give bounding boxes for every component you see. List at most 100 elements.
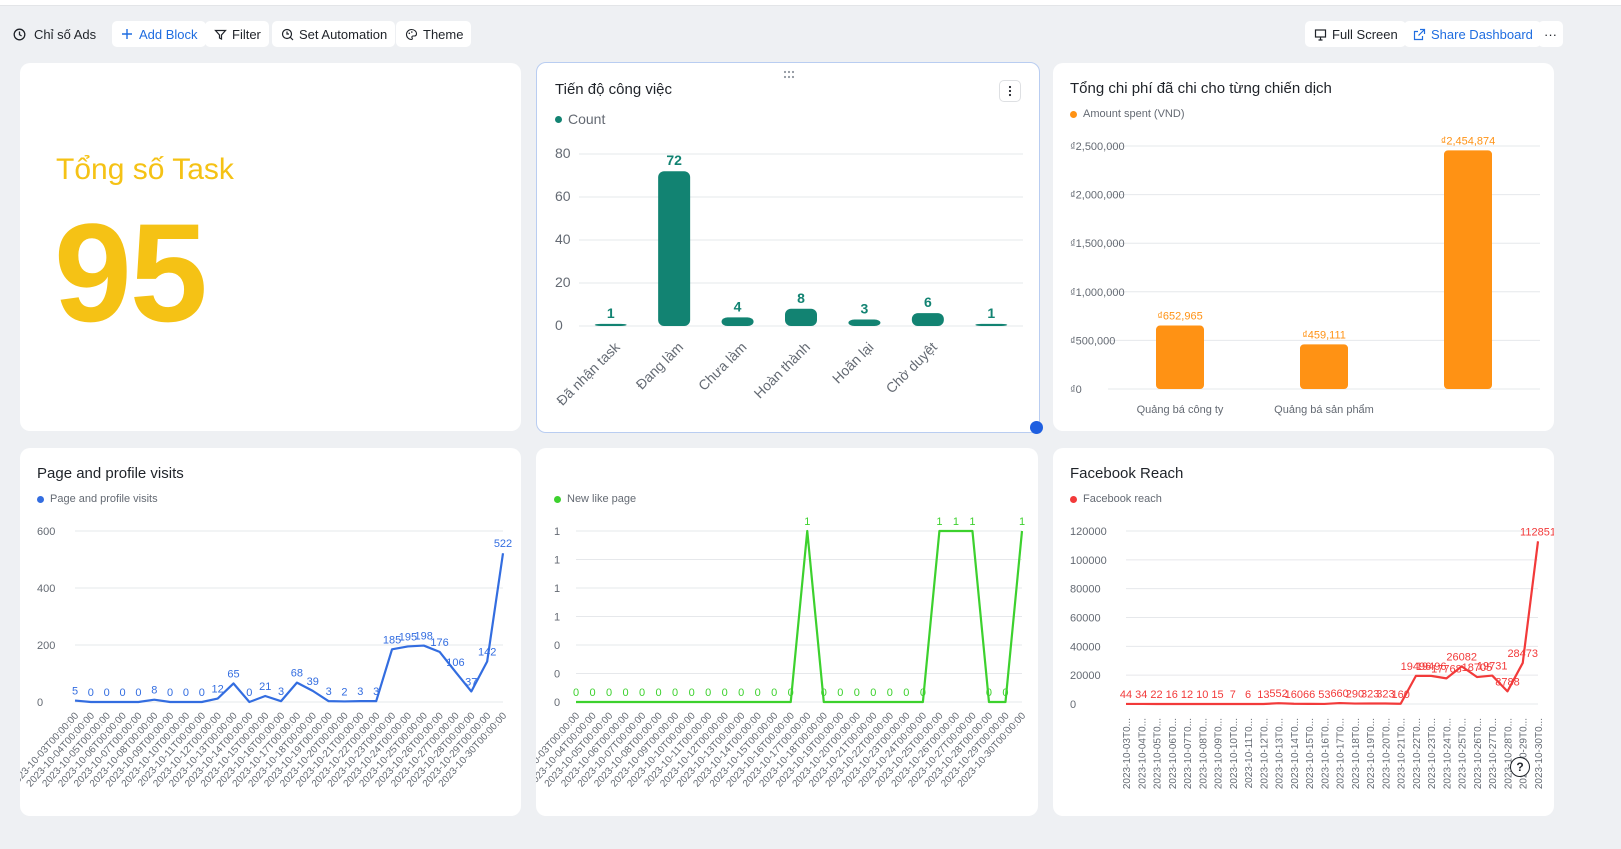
x-tick-label: Quảng bá công ty (1137, 404, 1224, 416)
bar (594, 323, 627, 326)
top-strip (0, 0, 1621, 6)
chart-svg-progress: 0 20 40 60 80 1 Đã nhận task 72 Đang làm 4 Chưa là… (553, 145, 1023, 408)
chart-title: Facebook Reach (1070, 465, 1184, 482)
y-tick-label: 0 (554, 640, 560, 652)
x-tick-label: 2023-10-10T0... (1229, 718, 1240, 789)
chart-svg-visits: 020040060052023-10-03T00:00:0002023-10-0… (20, 526, 512, 789)
data-label: 68 (291, 668, 303, 680)
more-options-button[interactable]: ··· (1538, 21, 1563, 47)
dashboard-title[interactable]: Chỉ số Ads (12, 22, 96, 46)
x-tick-label: 2023-10-28T0... (1503, 718, 1514, 789)
set-automation-label: Set Automation (299, 26, 388, 42)
data-label: 160 (1285, 689, 1303, 701)
data-label: 3 (326, 686, 332, 698)
filter-button[interactable]: Filter (205, 21, 269, 47)
data-label: 0 (986, 687, 992, 699)
x-tick-label: 2023-10-12T0... (1259, 718, 1270, 789)
legend-label: New like page (567, 493, 637, 505)
chart-card-reach[interactable]: Facebook Reach Facebook reach 0 20000 4000… (1053, 448, 1554, 816)
data-label: 0 (887, 687, 893, 699)
more-options-label: ··· (1544, 26, 1557, 42)
data-label: 1 (804, 516, 810, 528)
data-label: 0 (183, 687, 189, 699)
data-label: 0 (821, 687, 827, 699)
data-label: 37 (465, 676, 477, 688)
chart-legend: Facebook reach (1070, 493, 1162, 505)
data-label: 0 (903, 687, 909, 699)
y-tick-label: ₫1,500,000 (1070, 238, 1125, 250)
data-label: 6 (924, 294, 932, 310)
data-label: 7 (1230, 689, 1236, 701)
chart-card-likes[interactable]: New like page 0 0 0 1 1 1 1 0 2023-10-03T00:00:0… (536, 448, 1038, 816)
bar (1300, 344, 1348, 389)
add-block-button[interactable]: Add Block (112, 21, 206, 47)
chart-card-spend[interactable]: Tổng chi phí đã chi cho từng chiến dịch … (1053, 63, 1554, 431)
y-tick-label: 0 (554, 697, 560, 709)
y-tick-label: 1 (554, 612, 560, 624)
data-label: 0 (199, 687, 205, 699)
series-line (74, 553, 505, 704)
data-label: 1 (953, 516, 959, 528)
clock-icon (12, 27, 26, 41)
data-label: 3 (357, 686, 363, 698)
chart-title: Page and profile visits (37, 465, 184, 482)
x-tick-label: 2023-10-23T0... (1427, 718, 1438, 789)
data-label: 112851 (1520, 526, 1554, 538)
data-label: 1 (969, 516, 975, 528)
kpi-card-total-tasks[interactable]: Tổng số Task 95 (20, 63, 521, 431)
y-tick-label: 120000 (1070, 526, 1107, 538)
data-label: 0 (722, 687, 728, 699)
data-label: 0 (589, 687, 595, 699)
legend-label: Count (568, 111, 606, 127)
legend-dot (1070, 110, 1077, 118)
chart-card-progress[interactable]: Tiến độ công việc Count 0 20 40 60 80 1 Đã nhậ… (536, 62, 1040, 433)
data-label: 19496 (1416, 661, 1447, 673)
data-label: ₫652,965 (1157, 311, 1202, 323)
share-dashboard-button[interactable]: Share Dashboard (1404, 21, 1541, 47)
y-tick-label: 0 (1070, 699, 1076, 711)
x-tick-label: 2023-10-21T0... (1397, 718, 1408, 789)
more-vertical-icon[interactable] (999, 80, 1021, 102)
data-label: 16 (1166, 689, 1178, 701)
legend-dot (554, 495, 561, 503)
share-icon (1412, 27, 1426, 41)
y-tick-label: 0 (37, 697, 43, 709)
legend-label: Facebook reach (1083, 493, 1162, 505)
data-label: 0 (573, 687, 579, 699)
x-tick-label: Chờ duyệt (883, 339, 941, 397)
help-icon[interactable]: ? (1510, 757, 1530, 777)
data-label: 8 (151, 685, 157, 697)
set-automation-button[interactable]: Set Automation (272, 21, 396, 47)
y-tick-label: 60000 (1070, 613, 1101, 625)
data-label: 198 (415, 631, 433, 643)
y-tick-label: ₫500,000 (1070, 335, 1115, 347)
y-tick-label: 80 (555, 145, 571, 161)
y-tick-label: 0 (554, 669, 560, 681)
data-label: 0 (705, 687, 711, 699)
data-label: 160 (1391, 689, 1409, 701)
series-line (576, 529, 1024, 704)
theme-button[interactable]: Theme (396, 21, 472, 47)
chart-svg-reach: 0 20000 40000 60000 80000 100000 120000 44 2023-… (1070, 526, 1554, 789)
resize-handle-icon[interactable] (1030, 421, 1043, 434)
drag-handle-icon[interactable] (781, 67, 797, 79)
data-label: 8788 (1495, 676, 1519, 688)
data-label: 1 (1019, 516, 1025, 528)
chart-card-visits[interactable]: Page and profile visits Page and profile… (20, 448, 521, 816)
data-label: 176 (430, 637, 448, 649)
full-screen-button[interactable]: Full Screen (1305, 21, 1406, 47)
x-tick-label: Hoãn lại (829, 339, 877, 387)
x-tick-label: 2023-10-14T0... (1290, 718, 1301, 789)
legend-dot (37, 495, 44, 503)
data-label: 72 (666, 152, 682, 168)
data-label: 26082 (1446, 651, 1477, 663)
legend-label: Amount spent (VND) (1083, 108, 1185, 120)
data-label: ₫2,454,874 (1441, 135, 1496, 147)
palette-icon (404, 27, 418, 41)
data-label: 0 (606, 687, 612, 699)
legend-dot (1070, 495, 1077, 503)
x-tick-label: 2023-10-17T0... (1336, 718, 1347, 789)
x-tick-label: 2023-10-18T0... (1351, 718, 1362, 789)
data-label: 660 (1330, 688, 1348, 700)
x-tick-label: 2023-10-16T0... (1320, 718, 1331, 789)
